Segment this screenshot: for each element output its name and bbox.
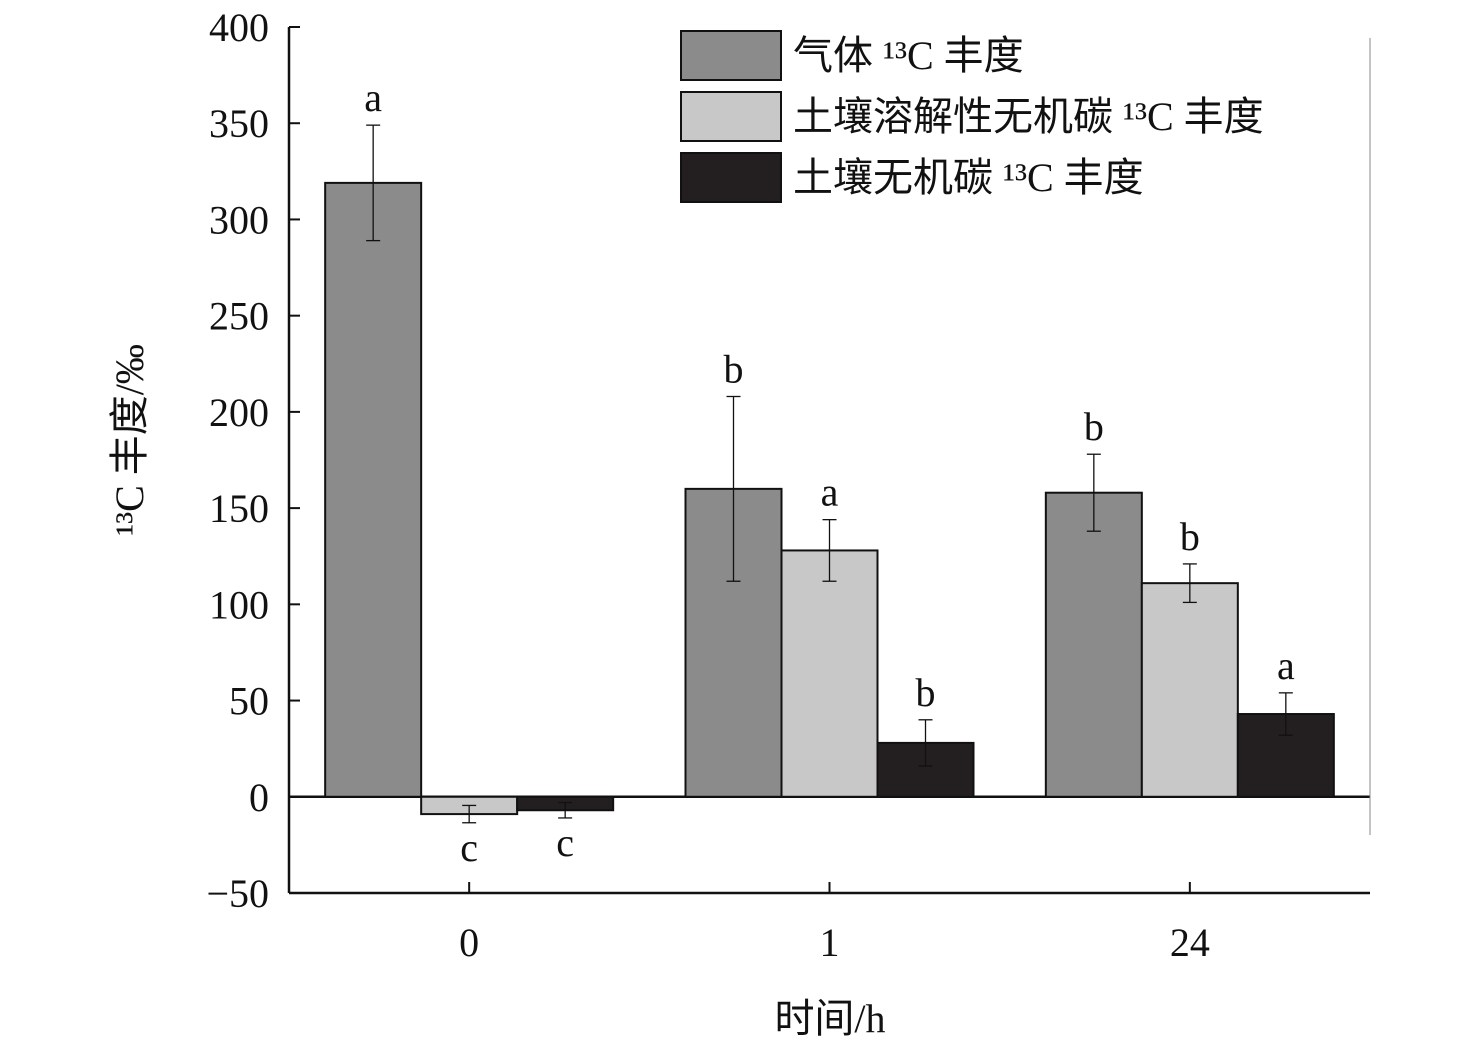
significance-label: a — [821, 470, 839, 515]
bars — [324, 181, 1335, 816]
significance-label: b — [916, 670, 936, 715]
y-tick-label: 0 — [249, 775, 269, 820]
legend-swatch — [680, 30, 782, 81]
y-tick-label: 300 — [209, 197, 269, 242]
legend-swatch — [680, 91, 782, 142]
x-tick-label: 1 — [820, 920, 840, 965]
significance-labels: a c c b a b b b a — [364, 75, 1295, 870]
y-tick-label: 400 — [209, 5, 269, 50]
y-tick-label: 250 — [209, 294, 269, 339]
x-tick-label: 0 — [459, 920, 479, 965]
y-axis-label: ¹³C 丰度/‰ — [107, 344, 152, 536]
bar — [1140, 582, 1239, 798]
significance-label: c — [556, 820, 574, 865]
significance-label: b — [1084, 404, 1104, 449]
bar — [780, 549, 879, 798]
significance-label: b — [724, 346, 744, 391]
significance-label: c — [460, 825, 478, 870]
significance-label: a — [364, 75, 382, 120]
legend-label: 土壤溶解性无机碳 ¹³C 丰度 — [793, 94, 1264, 139]
y-tick-label: 350 — [209, 101, 269, 146]
x-tick-label: 24 — [1170, 920, 1210, 965]
y-tick-label: 50 — [229, 679, 269, 724]
legend-label: 气体 ¹³C 丰度 — [793, 33, 1024, 78]
significance-label: b — [1180, 514, 1200, 559]
y-tick-label: 200 — [209, 390, 269, 435]
y-tick-label: −50 — [206, 871, 269, 916]
bar — [1044, 491, 1143, 798]
y-tick-label: 150 — [209, 486, 269, 531]
error-bars — [366, 124, 1293, 824]
significance-label: a — [1277, 643, 1295, 688]
y-tick-label: 100 — [209, 582, 269, 627]
axes: −50 0 50 100 150 200 250 300 350 400 0 1 24 — [206, 5, 1371, 965]
legend-swatch — [680, 152, 782, 203]
bar — [324, 181, 423, 798]
legend-label: 土壤无机碳 ¹³C 丰度 — [793, 155, 1144, 200]
x-axis-label: 时间/h — [774, 996, 885, 1041]
